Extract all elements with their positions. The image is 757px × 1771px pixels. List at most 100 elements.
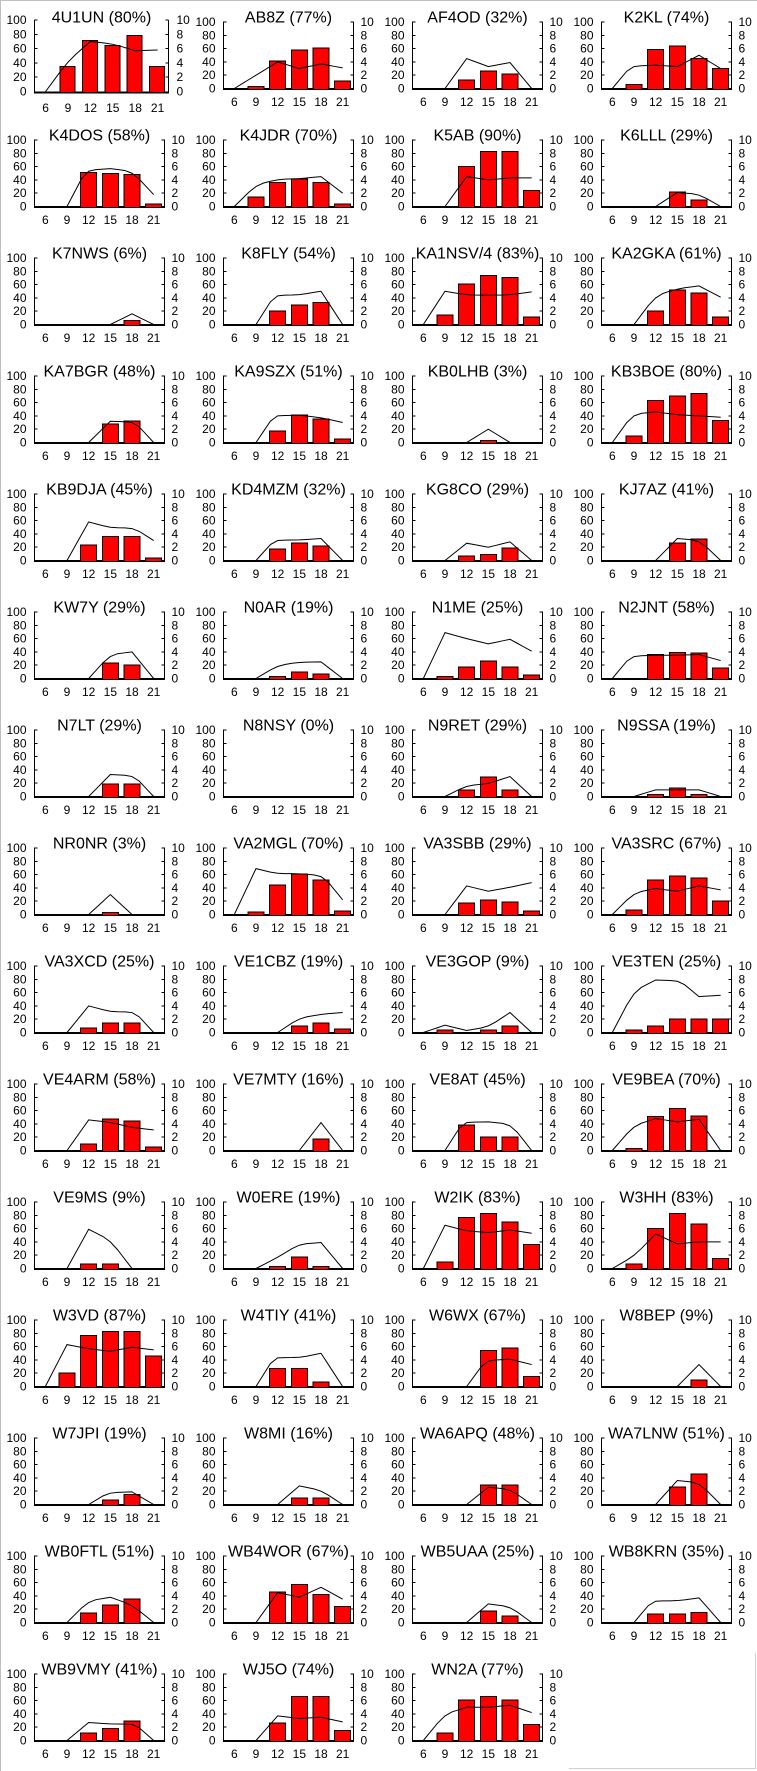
svg-text:100: 100 bbox=[6, 1431, 26, 1445]
svg-text:0: 0 bbox=[398, 436, 405, 450]
svg-text:60: 60 bbox=[202, 632, 216, 646]
svg-text:80: 80 bbox=[391, 1680, 405, 1694]
svg-text:21: 21 bbox=[336, 921, 350, 935]
svg-text:60: 60 bbox=[391, 396, 405, 410]
svg-text:10: 10 bbox=[361, 1077, 375, 1091]
svg-text:8: 8 bbox=[172, 1208, 179, 1222]
svg-text:100: 100 bbox=[195, 369, 215, 383]
svg-text:0: 0 bbox=[20, 1026, 27, 1040]
svg-text:18: 18 bbox=[503, 1157, 517, 1171]
svg-text:15: 15 bbox=[293, 803, 307, 817]
svg-text:60: 60 bbox=[13, 750, 27, 764]
svg-text:4: 4 bbox=[739, 763, 746, 777]
svg-text:12: 12 bbox=[460, 1157, 474, 1171]
svg-text:10: 10 bbox=[739, 1077, 753, 1091]
svg-text:40: 40 bbox=[580, 881, 594, 895]
svg-text:10: 10 bbox=[550, 1313, 564, 1327]
svg-text:40: 40 bbox=[202, 763, 216, 777]
svg-text:80: 80 bbox=[13, 500, 27, 514]
svg-text:18: 18 bbox=[125, 685, 139, 699]
svg-text:18: 18 bbox=[125, 213, 139, 227]
svg-text:8: 8 bbox=[172, 972, 179, 986]
svg-text:21: 21 bbox=[714, 803, 728, 817]
svg-text:6: 6 bbox=[172, 632, 179, 646]
svg-text:0: 0 bbox=[398, 1734, 405, 1748]
svg-text:21: 21 bbox=[714, 1393, 728, 1407]
svg-text:6: 6 bbox=[550, 986, 557, 1000]
svg-text:2: 2 bbox=[739, 1602, 746, 1616]
svg-text:20: 20 bbox=[391, 1248, 405, 1262]
svg-text:80: 80 bbox=[202, 854, 216, 868]
svg-text:0: 0 bbox=[172, 436, 179, 450]
svg-text:100: 100 bbox=[6, 1667, 26, 1681]
svg-text:2: 2 bbox=[739, 422, 746, 436]
svg-text:10: 10 bbox=[550, 15, 564, 29]
svg-text:15: 15 bbox=[104, 331, 118, 345]
svg-text:0: 0 bbox=[550, 672, 557, 686]
svg-text:2: 2 bbox=[550, 422, 557, 436]
svg-text:2: 2 bbox=[550, 776, 557, 790]
svg-text:6: 6 bbox=[739, 632, 746, 646]
svg-text:100: 100 bbox=[195, 1549, 215, 1563]
svg-text:6: 6 bbox=[361, 396, 368, 410]
svg-text:VE4ARM (58%): VE4ARM (58%) bbox=[43, 1072, 156, 1089]
svg-text:18: 18 bbox=[692, 1393, 706, 1407]
svg-text:21: 21 bbox=[147, 1629, 161, 1643]
svg-text:6: 6 bbox=[231, 331, 238, 345]
svg-text:20: 20 bbox=[13, 1248, 27, 1262]
svg-text:18: 18 bbox=[125, 1747, 139, 1761]
svg-text:12: 12 bbox=[271, 685, 285, 699]
svg-text:10: 10 bbox=[361, 605, 375, 619]
svg-text:6: 6 bbox=[739, 1576, 746, 1590]
svg-text:6: 6 bbox=[42, 331, 49, 345]
svg-text:15: 15 bbox=[104, 1629, 118, 1643]
svg-text:0: 0 bbox=[172, 672, 179, 686]
svg-text:60: 60 bbox=[391, 868, 405, 882]
svg-text:6: 6 bbox=[420, 331, 427, 345]
svg-text:60: 60 bbox=[202, 1222, 216, 1236]
svg-text:80: 80 bbox=[202, 500, 216, 514]
svg-text:0: 0 bbox=[172, 790, 179, 804]
svg-text:60: 60 bbox=[13, 160, 27, 174]
svg-text:0: 0 bbox=[20, 554, 27, 568]
svg-text:12: 12 bbox=[82, 1039, 96, 1053]
svg-text:18: 18 bbox=[503, 567, 517, 581]
svg-text:40: 40 bbox=[391, 1471, 405, 1485]
svg-text:6: 6 bbox=[550, 868, 557, 882]
svg-text:15: 15 bbox=[482, 1393, 496, 1407]
svg-text:8: 8 bbox=[550, 1090, 557, 1104]
svg-text:21: 21 bbox=[525, 1511, 539, 1525]
svg-text:0: 0 bbox=[550, 554, 557, 568]
svg-text:KD4MZM (32%): KD4MZM (32%) bbox=[231, 482, 346, 499]
svg-text:2: 2 bbox=[172, 1720, 179, 1734]
svg-text:20: 20 bbox=[202, 776, 216, 790]
svg-text:9: 9 bbox=[64, 331, 71, 345]
svg-text:12: 12 bbox=[649, 685, 663, 699]
svg-text:15: 15 bbox=[293, 213, 307, 227]
svg-text:6: 6 bbox=[231, 685, 238, 699]
svg-text:0: 0 bbox=[209, 554, 216, 568]
svg-text:2: 2 bbox=[361, 776, 368, 790]
svg-text:0: 0 bbox=[587, 1026, 594, 1040]
svg-text:8: 8 bbox=[172, 1444, 179, 1458]
svg-text:20: 20 bbox=[202, 658, 216, 672]
svg-text:10: 10 bbox=[739, 1313, 753, 1327]
svg-text:4: 4 bbox=[550, 1589, 557, 1603]
svg-text:9: 9 bbox=[253, 567, 260, 581]
svg-text:15: 15 bbox=[671, 331, 685, 345]
svg-text:15: 15 bbox=[293, 95, 307, 109]
svg-text:WA7LNW (51%): WA7LNW (51%) bbox=[608, 1426, 725, 1443]
svg-text:6: 6 bbox=[420, 213, 427, 227]
svg-text:0: 0 bbox=[398, 908, 405, 922]
svg-text:20: 20 bbox=[580, 776, 594, 790]
svg-text:40: 40 bbox=[580, 1589, 594, 1603]
svg-text:10: 10 bbox=[739, 959, 753, 973]
svg-text:6: 6 bbox=[420, 1157, 427, 1171]
svg-text:0: 0 bbox=[209, 1734, 216, 1748]
svg-text:6: 6 bbox=[420, 1275, 427, 1289]
svg-text:6: 6 bbox=[609, 921, 616, 935]
svg-text:40: 40 bbox=[202, 1235, 216, 1249]
svg-text:12: 12 bbox=[460, 803, 474, 817]
svg-text:2: 2 bbox=[550, 304, 557, 318]
svg-text:9: 9 bbox=[64, 921, 71, 935]
